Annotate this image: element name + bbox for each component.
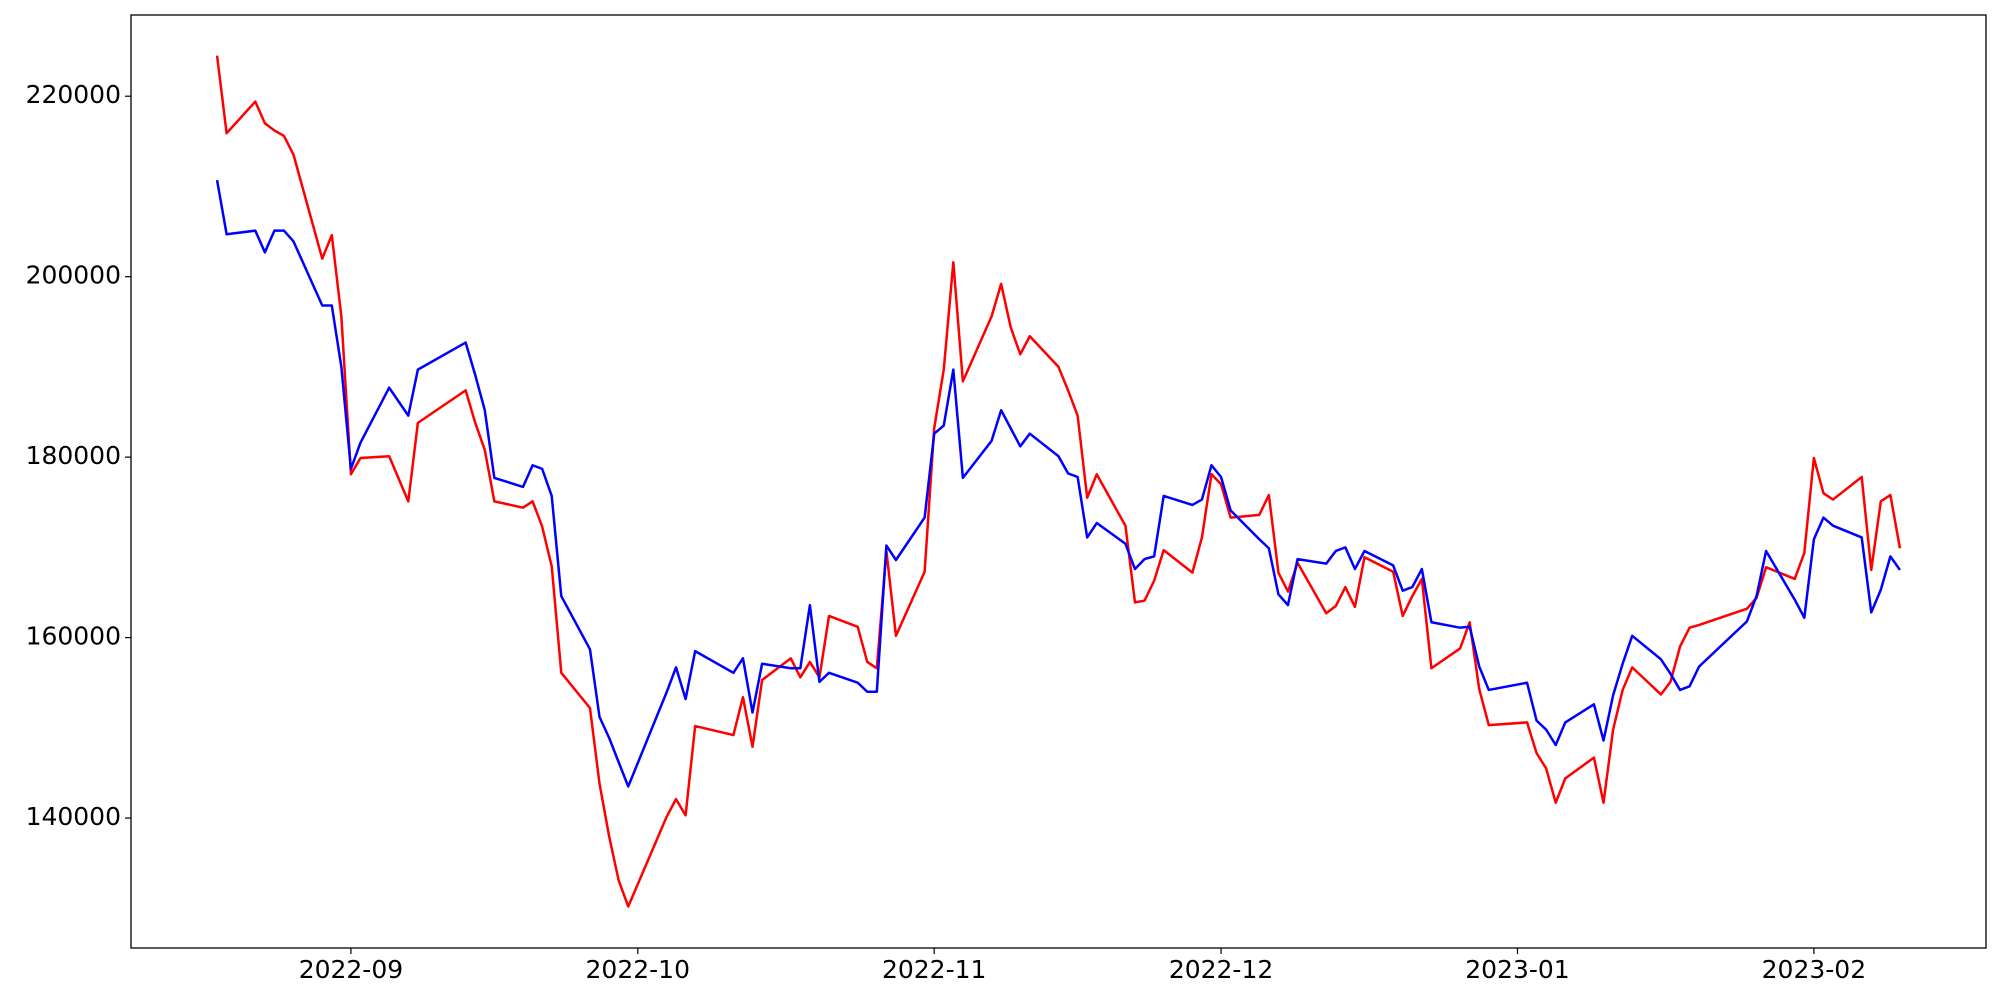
x-tick-label: 2022-10 [586, 955, 690, 984]
x-tick-label: 2022-09 [299, 955, 403, 984]
data-line [215, 179, 1901, 788]
y-tick-label: 200000 [26, 261, 121, 290]
data-line [215, 55, 1902, 908]
x-tick-label: 2023-01 [1465, 955, 1569, 984]
y-tick-label: 140000 [26, 802, 121, 831]
x-tick-label: 2023-02 [1762, 955, 1866, 984]
x-tick-label: 2022-11 [882, 955, 986, 984]
y-tick-label: 180000 [26, 441, 121, 470]
y-tick-label: 160000 [26, 622, 121, 651]
y-tick-label: 220000 [26, 80, 121, 109]
x-tick-label: 2022-12 [1169, 955, 1273, 984]
plot-frame [130, 14, 1987, 949]
